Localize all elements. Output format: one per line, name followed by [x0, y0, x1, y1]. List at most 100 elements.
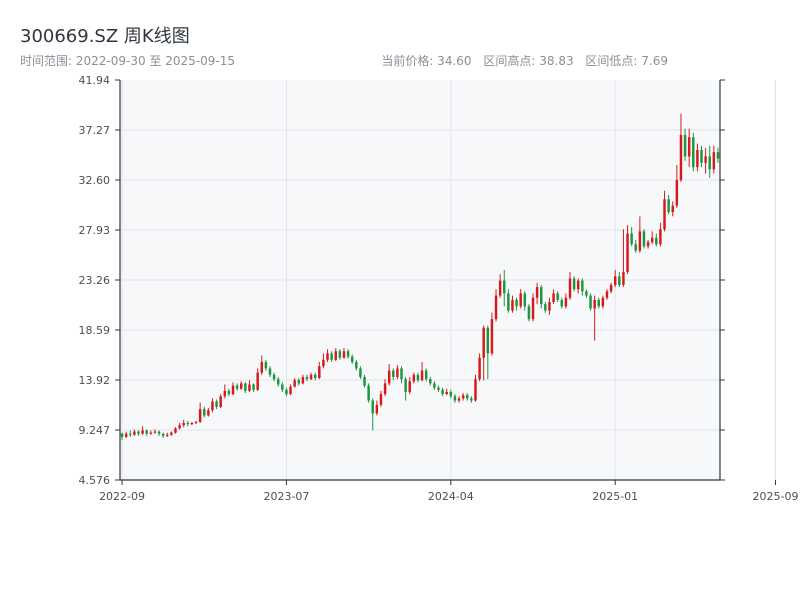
candle — [375, 400, 379, 416]
candle — [400, 366, 403, 384]
candle-body — [371, 400, 374, 414]
candle — [359, 366, 362, 380]
candle — [404, 376, 407, 401]
candle-body — [700, 150, 703, 163]
candle-body — [215, 401, 218, 407]
candle-body — [416, 374, 420, 381]
candle-body — [622, 272, 625, 285]
candle — [120, 432, 124, 441]
candle-body — [457, 398, 461, 401]
candle — [630, 227, 633, 247]
candle — [211, 398, 214, 413]
candle — [190, 421, 194, 426]
candle-body — [679, 135, 683, 180]
candle — [367, 383, 370, 403]
candle-body — [445, 391, 448, 395]
candle-body — [519, 293, 522, 307]
candle-body — [203, 409, 206, 416]
candle-body — [350, 356, 354, 362]
candle-body — [223, 390, 227, 397]
candle — [457, 396, 461, 403]
candle — [145, 429, 148, 436]
candle — [194, 420, 198, 425]
candle-body — [375, 404, 379, 414]
candle — [613, 269, 617, 288]
candle — [696, 143, 699, 172]
candle-body — [568, 278, 572, 298]
candle — [449, 389, 453, 399]
candle — [556, 291, 559, 303]
candle-body — [256, 372, 259, 390]
candle — [227, 388, 231, 397]
candle — [474, 374, 477, 402]
candle — [240, 381, 243, 390]
candle — [466, 393, 469, 401]
candle — [700, 145, 703, 168]
candle-body — [420, 370, 424, 381]
candle-body — [424, 370, 428, 380]
candle-body — [182, 423, 185, 426]
candle — [511, 295, 514, 313]
candle — [235, 383, 239, 391]
candle — [675, 165, 679, 208]
candle — [338, 349, 342, 360]
candle — [560, 297, 564, 309]
candle-body — [638, 231, 642, 251]
candle-body — [400, 368, 403, 380]
candle — [642, 229, 646, 249]
candle — [174, 427, 177, 434]
candle — [161, 432, 165, 438]
candle-body — [626, 233, 629, 273]
candle — [453, 394, 457, 403]
candle — [527, 304, 531, 322]
candle-body — [252, 384, 255, 390]
candle-body — [716, 152, 720, 159]
candle — [568, 272, 572, 300]
candle-body — [145, 430, 148, 434]
candle — [371, 398, 374, 431]
candle — [515, 297, 518, 311]
candle-body — [453, 396, 457, 401]
candle-body — [379, 394, 383, 405]
candle-body — [281, 384, 284, 390]
candle — [166, 432, 169, 437]
candle-body — [404, 379, 407, 392]
candle — [223, 384, 227, 399]
candle — [461, 393, 465, 401]
candle — [445, 388, 448, 396]
y-axis-ticks: 4.576 9.247 13.92 18.59 23.26 27.93 32.60 37.27… — [79, 74, 725, 487]
candle-body — [301, 376, 305, 384]
candle-body — [355, 361, 358, 369]
candle — [133, 429, 136, 436]
candle-body — [613, 276, 617, 285]
candle — [692, 132, 695, 172]
candle-body — [490, 319, 494, 354]
candle-body — [548, 302, 551, 311]
candle-body — [675, 179, 679, 206]
y-tick-label: 4.576 — [79, 474, 111, 487]
range-high: 区间高点: 38.83 — [483, 54, 574, 68]
candle — [334, 348, 337, 361]
date-range-text: 时间范围: 2022-09-30 至 2025-09-15 — [20, 54, 235, 68]
candle-body — [515, 299, 518, 307]
candle — [305, 374, 309, 382]
candle-body — [231, 385, 235, 395]
candle-body — [486, 327, 490, 354]
candle-body — [552, 293, 555, 303]
candle — [268, 366, 272, 377]
candle-body — [482, 327, 485, 358]
candle — [486, 325, 490, 380]
candle-body — [601, 297, 605, 307]
candle-body — [387, 370, 391, 384]
candle-body — [157, 431, 161, 434]
candle-body — [511, 299, 514, 311]
candle — [650, 231, 654, 245]
candle-body — [190, 423, 194, 425]
candle — [137, 430, 140, 436]
candle — [141, 426, 144, 435]
candle-body — [133, 431, 136, 435]
candle-body — [449, 391, 453, 397]
candle — [667, 194, 670, 215]
candle — [646, 239, 650, 249]
candle — [572, 276, 576, 292]
